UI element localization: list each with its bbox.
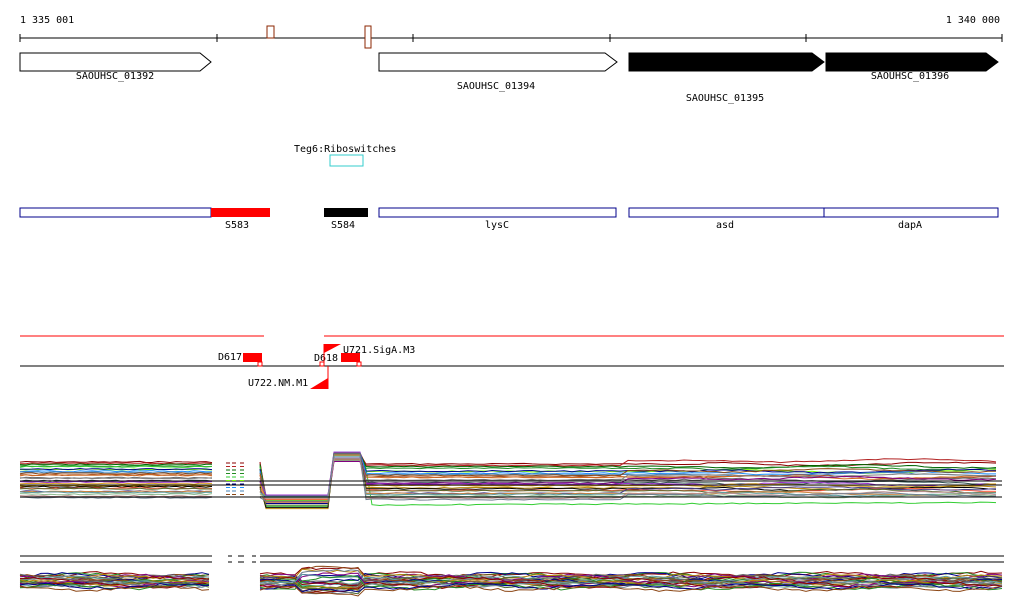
marker-label: D617 xyxy=(218,352,242,363)
marker-label: D618 xyxy=(314,353,338,364)
gene-arrow-SAOUHSC_01395[interactable] xyxy=(628,52,825,72)
riboswitch-label: Teg6:Riboswitches xyxy=(294,144,396,155)
coordinate-ruler: 1 335 001 1 340 000 xyxy=(19,15,1003,49)
promoter-flag-U721[interactable] xyxy=(324,344,341,353)
marker-tick xyxy=(257,361,263,367)
expression-profile-line xyxy=(19,579,1003,591)
expression-profile-line xyxy=(19,459,996,498)
gene-label: SAOUHSC_01394 xyxy=(457,81,535,92)
expression-profile-line xyxy=(19,584,1003,597)
marker-D617[interactable] xyxy=(243,353,262,362)
annotation-label: dapA xyxy=(898,220,922,231)
annotation-box-asd[interactable] xyxy=(628,207,825,218)
expression-track-upper xyxy=(19,451,1002,510)
gene-label: SAOUHSC_01392 xyxy=(76,71,154,82)
riboswitch-box[interactable] xyxy=(329,154,364,167)
gene-label: SAOUHSC_01396 xyxy=(871,71,949,82)
gene-arrow-SAOUHSC_01392[interactable] xyxy=(19,52,212,72)
annotation-box-S583[interactable] xyxy=(211,208,270,217)
annotation-track: S583 S584 lysC asd dapA xyxy=(19,207,999,231)
expression-profile-line xyxy=(19,453,997,502)
gene-arrow-SAOUHSC_01396[interactable] xyxy=(825,52,999,72)
marker-label: U721.SigA.M3 xyxy=(343,345,415,356)
ruler-end-label: 1 340 000 xyxy=(946,15,1000,26)
gene-arrow-SAOUHSC_01394[interactable] xyxy=(378,52,618,72)
expression-profile-line xyxy=(19,453,997,506)
ruler-start-label: 1 335 001 xyxy=(20,15,74,26)
annotation-box-lysC[interactable] xyxy=(378,207,617,218)
expression-profile-line xyxy=(19,454,997,507)
expression-profile-line xyxy=(19,453,997,500)
annotation-label: lysC xyxy=(485,220,509,231)
promoter-flag-U722[interactable] xyxy=(310,378,328,389)
marker-label: U722.NM.M1 xyxy=(248,378,308,389)
expression-profile-line xyxy=(19,458,997,500)
riboswitch-track: Teg6:Riboswitches xyxy=(294,144,396,167)
coverage-peak[interactable] xyxy=(364,25,372,49)
annotation-box-dapA[interactable] xyxy=(823,207,999,218)
annotation-box[interactable] xyxy=(19,207,212,218)
gene-label: SAOUHSC_01395 xyxy=(686,93,764,104)
expression-profile-line xyxy=(19,459,997,499)
transcript-track: D617 D618 U721.SigA.M3 U722.NM.M1 xyxy=(20,335,1004,389)
gene-track: SAOUHSC_01392 SAOUHSC_01394 SAOUHSC_0139… xyxy=(19,52,999,104)
annotation-label: S583 xyxy=(225,220,249,231)
annotation-box-S584[interactable] xyxy=(324,208,368,217)
expression-profile-line xyxy=(19,452,997,504)
expression-track-lower xyxy=(19,555,1004,597)
annotation-label: S584 xyxy=(331,220,355,231)
marker-tick xyxy=(319,361,325,367)
coverage-peak[interactable] xyxy=(266,25,275,39)
marker-D618[interactable] xyxy=(341,353,360,362)
expression-profile-line xyxy=(19,458,997,499)
marker-tick xyxy=(356,361,362,367)
expression-profile-line xyxy=(19,459,997,503)
annotation-label: asd xyxy=(716,220,734,231)
